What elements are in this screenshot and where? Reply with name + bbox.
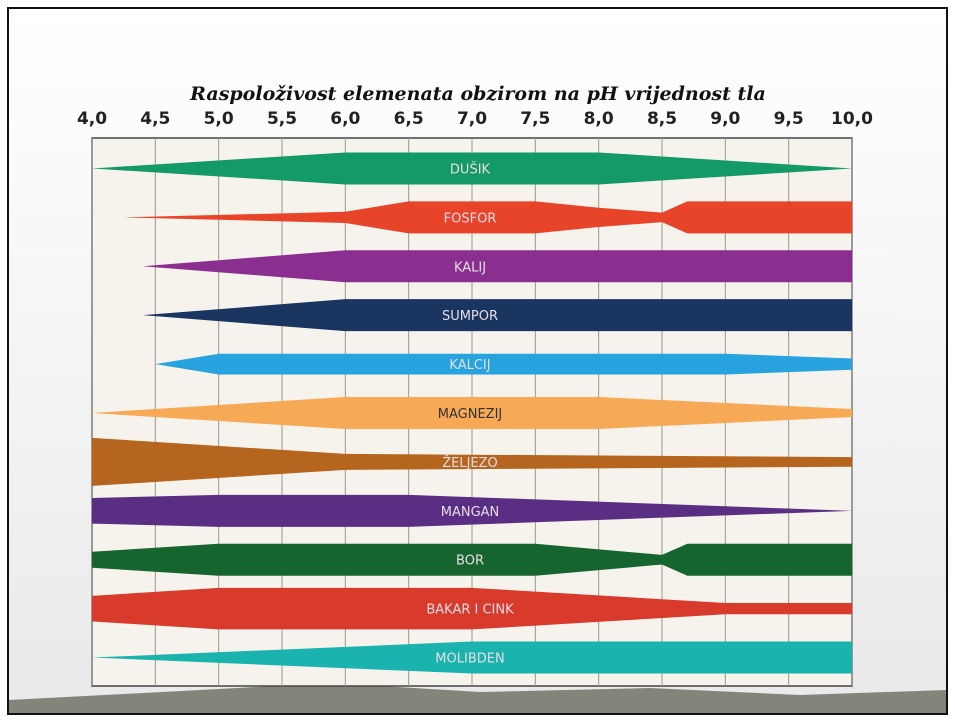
ground xyxy=(9,683,946,713)
x-tick-label: 4,5 xyxy=(140,109,170,129)
availability-band xyxy=(123,201,852,234)
band-label: BAKAR I CINK xyxy=(426,603,514,618)
availability-band xyxy=(92,437,852,486)
x-tick-label: 9,0 xyxy=(710,109,740,129)
band-label: ŽELJEZO xyxy=(442,455,498,471)
availability-band xyxy=(155,353,853,375)
x-tick-label: 8,0 xyxy=(584,109,614,129)
x-tick-label: 8,5 xyxy=(647,109,677,129)
x-tick-label: 6,0 xyxy=(330,109,360,129)
x-tick-label: 7,5 xyxy=(520,109,550,129)
availability-band xyxy=(92,641,852,674)
x-tick-label: 10,0 xyxy=(831,109,873,129)
x-tick-label: 9,5 xyxy=(774,109,804,129)
band-label: SUMPOR xyxy=(442,309,498,324)
availability-band xyxy=(92,543,852,576)
x-tick-label: 5,0 xyxy=(204,109,234,129)
plot: 4,0 4,5 5,0 5,5 6,0 6,5 7,0 7,5 8,0 8,5 9,0 9,5 10,0… xyxy=(77,109,873,686)
availability-band xyxy=(142,250,852,283)
band-label: FOSFOR xyxy=(444,211,497,226)
band-label: MOLIBDEN xyxy=(435,652,504,667)
band-label: MANGAN xyxy=(441,505,500,520)
x-tick-label: 7,0 xyxy=(457,109,487,129)
availability-band xyxy=(92,397,852,429)
band-label: KALIJ xyxy=(454,260,486,275)
band-label: DUŠIK xyxy=(450,161,491,177)
availability-band xyxy=(92,494,852,527)
x-tick-label: 6,5 xyxy=(394,109,424,129)
x-tick-label: 5,5 xyxy=(267,109,297,129)
availability-band xyxy=(142,299,852,332)
availability-band xyxy=(92,152,852,185)
band-label: BOR xyxy=(456,554,484,569)
band-label: MAGNEZIJ xyxy=(438,407,502,422)
availability-band xyxy=(92,587,852,630)
x-tick-label: 4,0 xyxy=(77,109,107,129)
band-label: KALCIJ xyxy=(449,358,490,373)
chart-title: Raspoloživost elemenata obzirom na pH vr… xyxy=(189,83,766,105)
